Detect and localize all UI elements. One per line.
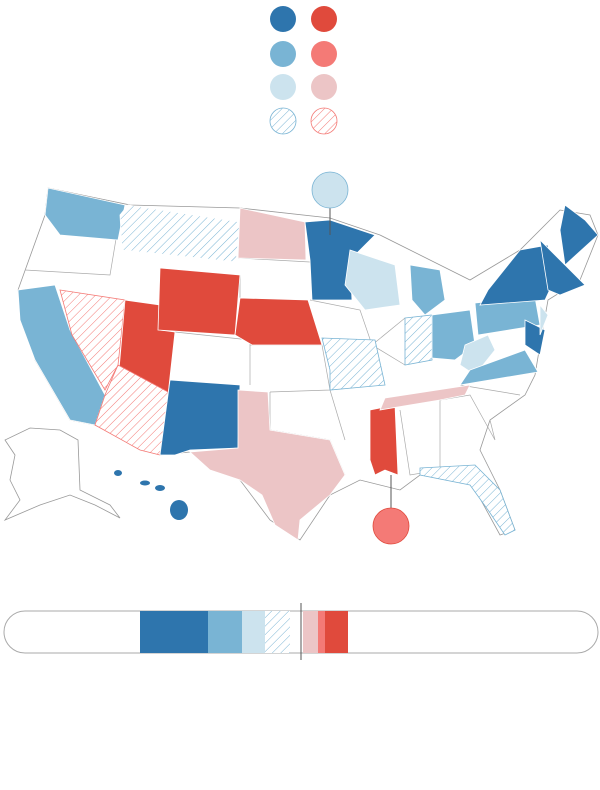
bar-segment <box>303 611 318 653</box>
bar-segment <box>325 611 348 653</box>
state <box>459 334 496 376</box>
legend-swatch <box>270 41 296 67</box>
state <box>119 204 241 263</box>
state <box>539 238 586 296</box>
bar-segment <box>318 611 325 653</box>
state <box>344 249 401 311</box>
hawaii <box>114 470 188 520</box>
legend-swatch <box>269 107 297 135</box>
state <box>419 464 516 536</box>
legend-swatch <box>311 6 337 32</box>
callout-circle <box>372 507 410 545</box>
state <box>159 379 241 456</box>
state <box>539 303 549 336</box>
callout-circle <box>311 171 349 209</box>
bar-segment <box>208 611 242 653</box>
state <box>189 389 346 541</box>
state <box>459 349 539 386</box>
balance-bar <box>3 603 599 660</box>
legend-swatch <box>311 74 337 100</box>
us-map <box>3 187 599 541</box>
state <box>379 384 471 411</box>
island <box>114 470 122 476</box>
alaska <box>3 427 121 521</box>
bar-segment <box>140 611 208 653</box>
state <box>369 404 399 476</box>
state <box>44 187 126 241</box>
state <box>321 337 386 391</box>
legend-swatch <box>270 6 296 32</box>
legend-swatch <box>311 41 337 67</box>
state <box>409 264 446 316</box>
state-border <box>329 389 346 441</box>
legend-swatch <box>310 107 338 135</box>
state-border <box>459 384 521 396</box>
state <box>234 297 323 346</box>
island <box>140 480 150 486</box>
bar-segment <box>265 611 290 653</box>
state-border <box>371 317 406 346</box>
state <box>559 204 599 266</box>
legend <box>269 6 338 135</box>
state <box>157 267 241 336</box>
state-border <box>309 299 406 366</box>
callouts <box>311 171 410 545</box>
island <box>155 485 165 491</box>
state <box>59 289 126 391</box>
state <box>237 207 307 261</box>
legend-swatch <box>270 74 296 100</box>
island <box>170 500 188 520</box>
bar-segment <box>242 611 265 653</box>
state <box>404 314 433 366</box>
